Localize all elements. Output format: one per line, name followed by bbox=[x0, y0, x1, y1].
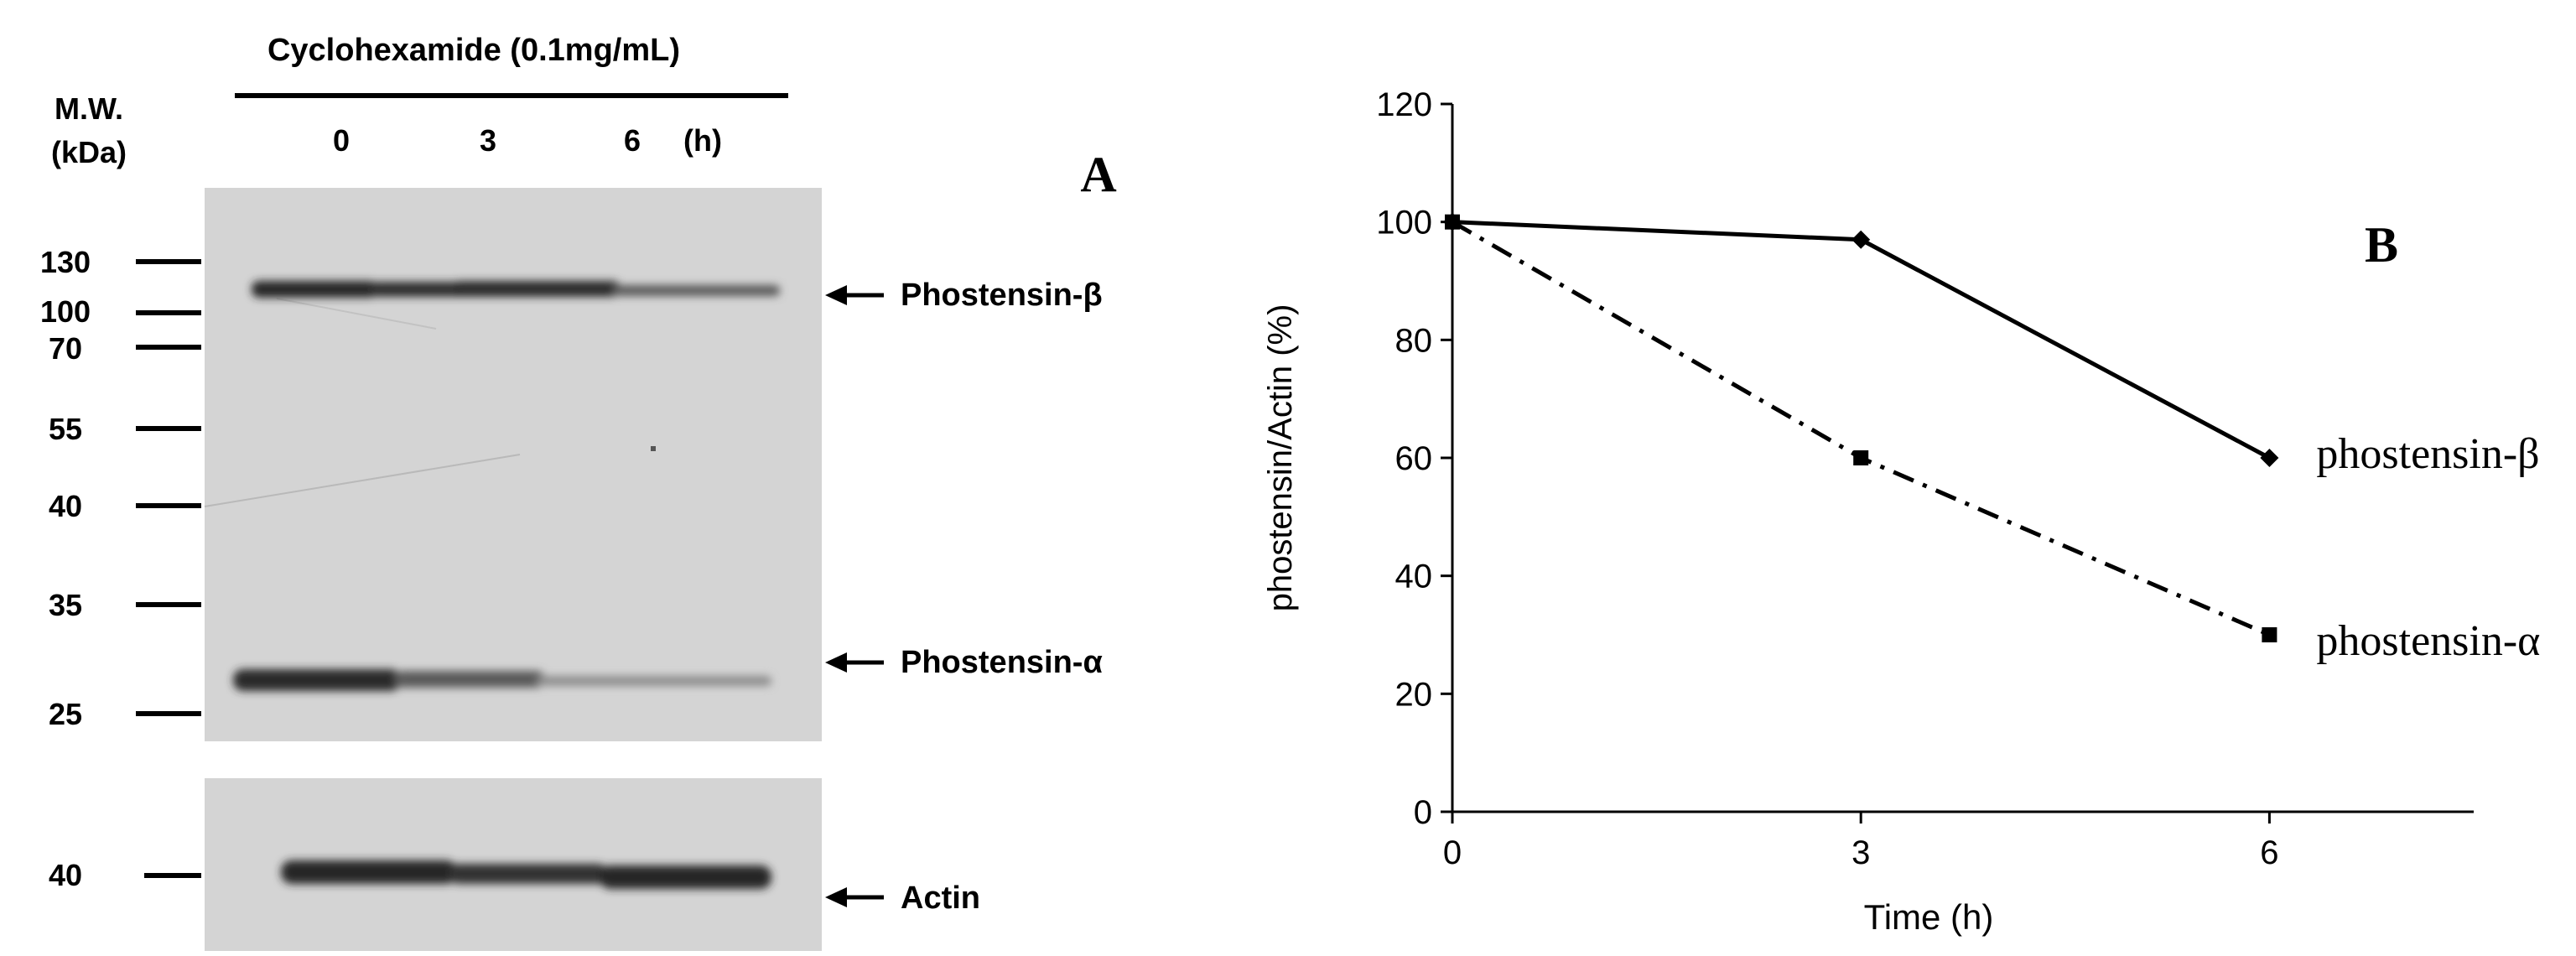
series-labels: phostensin-β phostensin-α bbox=[2316, 430, 2540, 665]
mw-marker-55: 55 bbox=[49, 412, 201, 446]
x-axis-label: Time (h) bbox=[1864, 897, 1994, 937]
svg-text:25: 25 bbox=[49, 697, 82, 731]
x-tick-label-2: 6 bbox=[2260, 834, 2278, 871]
y-tick-label-0: 0 bbox=[1414, 794, 1432, 831]
svg-text:Phostensin-α: Phostensin-α bbox=[901, 645, 1103, 680]
y-tick-label-6: 120 bbox=[1376, 86, 1432, 123]
y-tick-label-3: 60 bbox=[1395, 440, 1433, 477]
mw-marker-130: 130 bbox=[40, 245, 201, 279]
series-1-point-0 bbox=[1445, 214, 1460, 230]
blot-scratch-2 bbox=[276, 298, 437, 330]
y-tick-label-4: 80 bbox=[1395, 322, 1433, 359]
band-actin bbox=[281, 860, 771, 889]
blot-scratch bbox=[204, 454, 521, 507]
timepoint-label-3: 3 bbox=[480, 123, 496, 158]
x-tick-label-1: 3 bbox=[1852, 834, 1870, 871]
panel-a: Cyclohexamide (0.1mg/mL) 0 3 6 (h) M.W. … bbox=[40, 33, 1117, 951]
band-phostensin-alpha bbox=[233, 669, 771, 691]
series-label-0: phostensin-β bbox=[2316, 430, 2539, 478]
svg-text:130: 130 bbox=[40, 245, 91, 279]
mw-marker-100: 100 bbox=[40, 294, 201, 329]
series-label-1: phostensin-α bbox=[2316, 617, 2540, 665]
timepoint-label-6: 6 bbox=[624, 123, 641, 158]
y-tick-label-5: 100 bbox=[1376, 205, 1432, 242]
svg-text:70: 70 bbox=[49, 331, 82, 366]
actin-mw-marker-40: 40 bbox=[49, 858, 201, 892]
svg-text:40: 40 bbox=[49, 489, 82, 523]
band-label-actin: Actin bbox=[825, 881, 980, 916]
dust-spot bbox=[651, 446, 656, 451]
mw-marker-40: 40 bbox=[49, 489, 201, 523]
series-line-1 bbox=[1451, 220, 2271, 637]
series-1-point-1 bbox=[1853, 450, 1869, 465]
main-blot bbox=[205, 188, 822, 741]
x-ticks: 0 3 6 bbox=[1443, 812, 2279, 871]
time-unit-label: (h) bbox=[683, 123, 722, 158]
band-label-phostensin-alpha: Phostensin-α bbox=[825, 645, 1103, 680]
series-markers bbox=[1443, 212, 2279, 642]
svg-text:Phostensin-β: Phostensin-β bbox=[901, 278, 1103, 313]
series-line-0 bbox=[1452, 220, 2271, 460]
band-phostensin-beta bbox=[252, 281, 780, 298]
svg-text:55: 55 bbox=[49, 412, 82, 446]
svg-text:Actin: Actin bbox=[901, 881, 980, 916]
svg-text:100: 100 bbox=[40, 294, 91, 329]
treatment-label: Cyclohexamide (0.1mg/mL) bbox=[267, 33, 680, 68]
mw-label: M.W. bbox=[55, 91, 123, 126]
y-axis-label: phostensin/Actin (%) bbox=[1262, 304, 1299, 612]
mw-marker-25: 25 bbox=[49, 697, 201, 731]
series-0-point-2 bbox=[2260, 449, 2279, 467]
panel-a-label: A bbox=[1080, 147, 1116, 202]
y-ticks: 0 20 40 60 80 100 120 bbox=[1376, 86, 1452, 831]
band-label-phostensin-beta: Phostensin-β bbox=[825, 278, 1103, 313]
panel-b-label: B bbox=[2365, 217, 2398, 273]
timepoint-label-0: 0 bbox=[333, 123, 350, 158]
x-tick-label-0: 0 bbox=[1443, 834, 1462, 871]
svg-text:35: 35 bbox=[49, 588, 82, 622]
series-1-point-2 bbox=[2262, 627, 2277, 642]
y-tick-label-1: 20 bbox=[1395, 676, 1433, 713]
series-lines bbox=[1451, 220, 2271, 637]
series-0-point-1 bbox=[1852, 230, 1871, 249]
mw-unit-label: (kDa) bbox=[51, 135, 127, 169]
mw-marker-35: 35 bbox=[49, 588, 201, 622]
y-tick-label-2: 40 bbox=[1395, 559, 1433, 595]
mw-marker-70: 70 bbox=[49, 331, 201, 366]
svg-text:40: 40 bbox=[49, 858, 82, 892]
